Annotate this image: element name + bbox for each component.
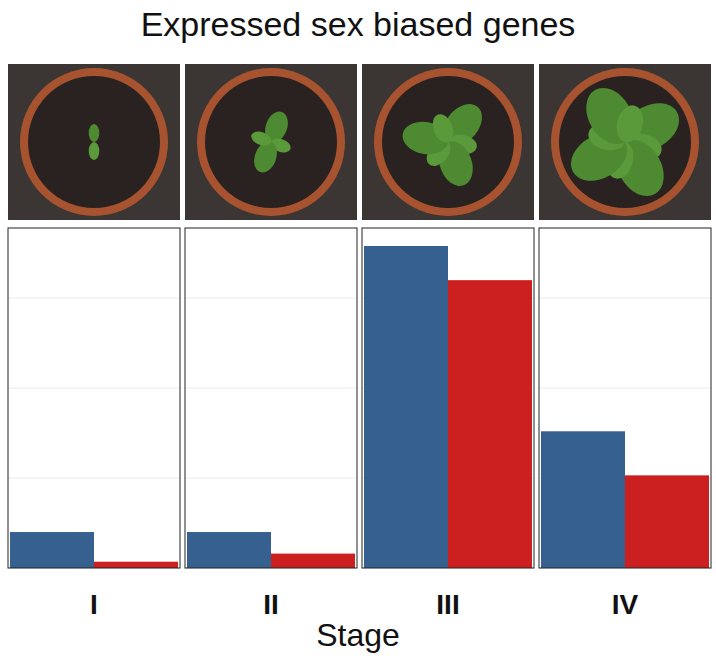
leaf [613,102,647,145]
grid-line [8,388,180,389]
category-label: I [90,589,98,620]
bars [541,431,709,568]
leaf [89,142,100,160]
grid-line [185,388,357,389]
soil [382,76,514,208]
category-label: III [436,589,459,620]
bar [448,280,532,568]
bar [187,532,271,568]
grid-line [8,478,180,479]
plant-photo [539,64,711,220]
grid-line [539,298,711,299]
leaf [429,111,457,145]
plant-photo [8,64,180,220]
panel-frame [185,228,357,568]
photo-background [539,64,711,220]
photo-background [185,64,357,220]
soil [205,76,337,208]
pot-rim [197,68,345,216]
panel-frame [8,228,180,568]
category-label: IV [612,589,639,620]
bar [271,554,355,568]
title: Expressed sex biased genes [141,5,576,43]
category-label: II [263,589,279,620]
bar [625,475,709,568]
pot-rim [20,68,168,216]
grid-line [185,478,357,479]
grid-line [185,298,357,299]
plant-photo [185,64,357,220]
bar [541,431,625,568]
photo-background [362,64,534,220]
leaf [89,124,100,142]
bar [364,246,448,568]
panel-frame [362,228,534,568]
pot-rim [551,68,699,216]
bars [187,532,355,568]
bars [364,246,532,568]
bars [10,532,178,568]
bar [10,532,94,568]
leaf [249,129,273,148]
panel-frame [539,228,711,568]
soil [559,76,691,208]
plant-photo [362,64,534,220]
photo-background [8,64,180,220]
bar [94,562,178,568]
x-axis-label: Stage [316,617,400,653]
pot-rim [374,68,522,216]
soil [28,76,160,208]
grid-line [539,388,711,389]
grid-line [8,298,180,299]
chart-root: Expressed sex biased genesIIIIIIIVStage [0,0,716,658]
